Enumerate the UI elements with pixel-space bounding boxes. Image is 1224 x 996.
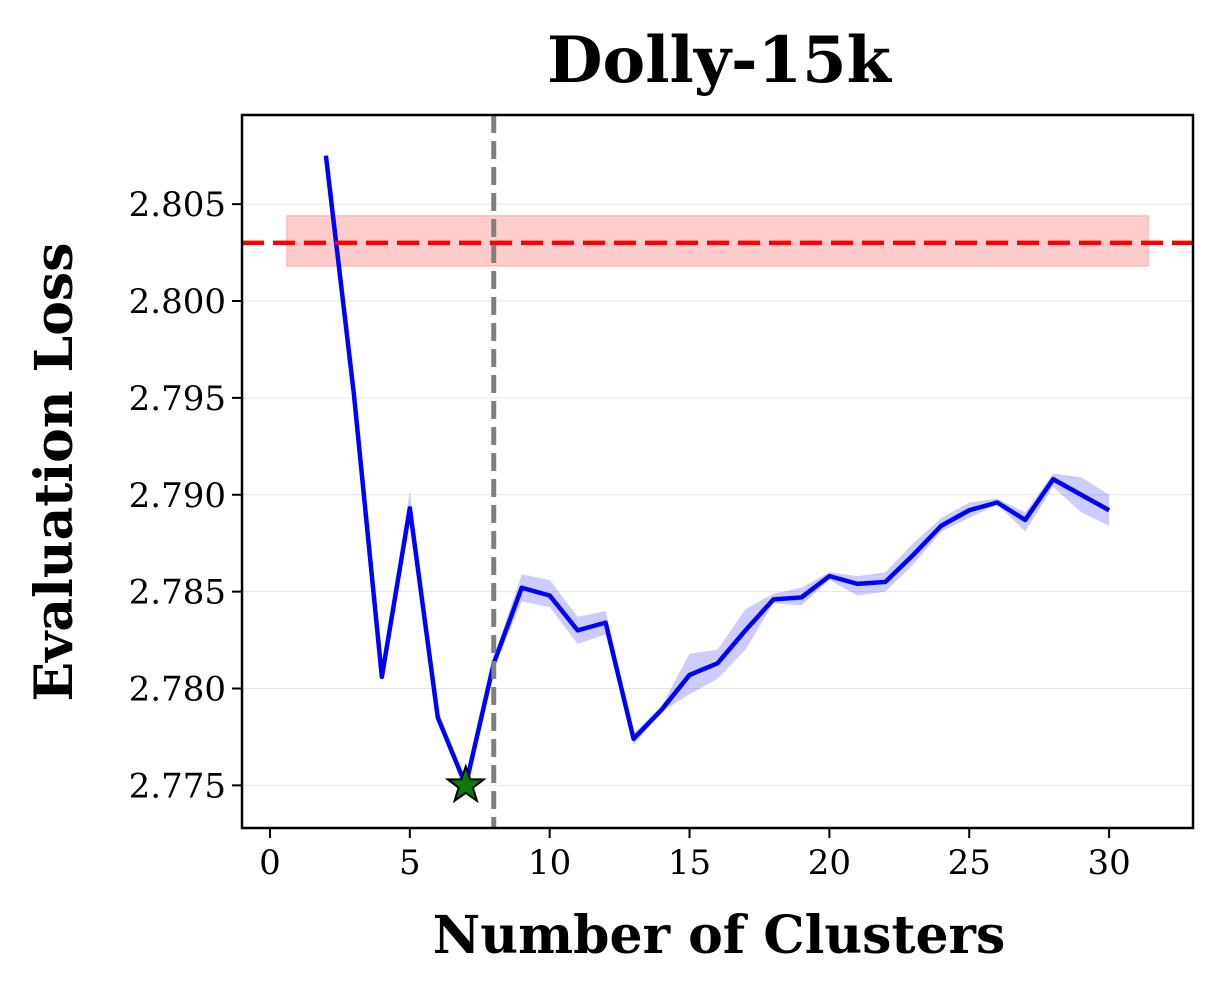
x-tick-label: 25 xyxy=(948,843,991,883)
marker-layer xyxy=(444,763,487,804)
x-axis-ticks: 0 5 10 15 20 25 30 xyxy=(259,828,1131,883)
ref-layer xyxy=(242,115,1193,828)
x-tick-label: 5 xyxy=(399,843,421,883)
x-axis-label: Number of Clusters xyxy=(433,905,1005,966)
plot-frame xyxy=(240,113,1195,830)
x-tick-label: 0 xyxy=(259,843,281,883)
x-tick-label: 10 xyxy=(528,843,571,883)
grid-layer xyxy=(242,203,1193,786)
y-tick-label: 2.800 xyxy=(129,282,226,322)
band-layer xyxy=(286,149,1149,790)
series-line xyxy=(323,155,1111,788)
x-tick-label: 20 xyxy=(808,843,851,883)
chart-title: Dolly-15k xyxy=(547,23,893,98)
y-tick-label: 2.775 xyxy=(129,766,226,806)
best-point-star xyxy=(444,763,487,804)
y-axis-label: Evaluation Loss xyxy=(24,243,85,702)
y-tick-label: 2.785 xyxy=(129,573,226,613)
y-tick-label: 2.805 xyxy=(129,185,226,225)
y-tick-label: 2.790 xyxy=(129,476,226,516)
y-tick-label: 2.780 xyxy=(129,670,226,710)
y-tick-label: 2.795 xyxy=(129,379,226,419)
x-tick-label: 30 xyxy=(1087,843,1130,883)
line-layer xyxy=(323,155,1111,788)
y-axis-ticks: 2.775 2.780 2.785 2.790 2.795 2.800 2.805 xyxy=(129,185,242,806)
x-tick-label: 15 xyxy=(668,843,711,883)
